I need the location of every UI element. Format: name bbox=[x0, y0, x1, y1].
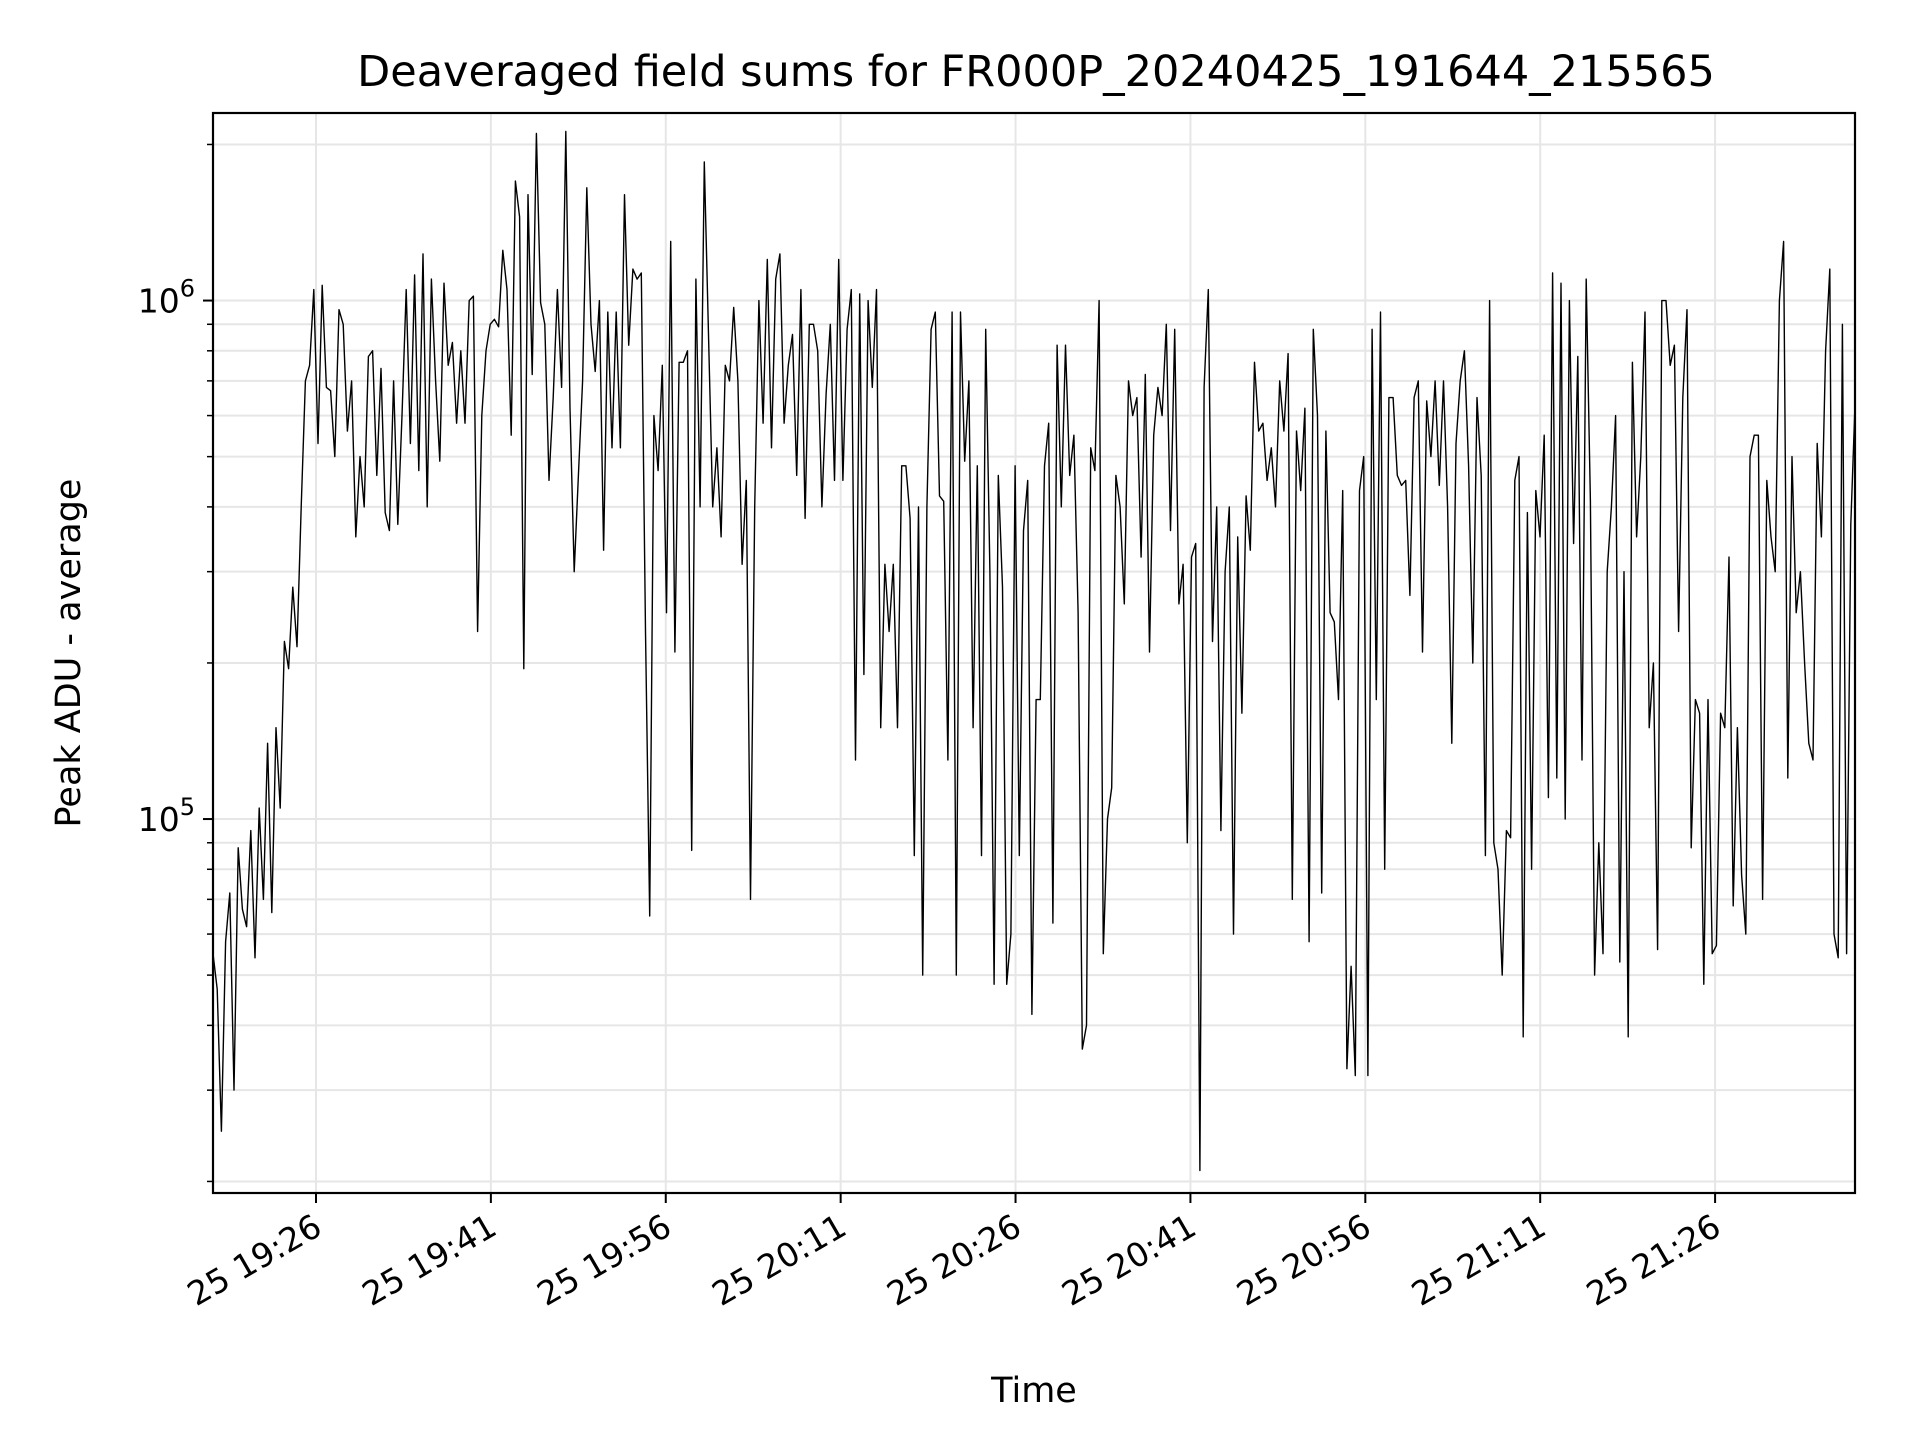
y-tick-label: 106 bbox=[138, 275, 195, 321]
x-axis-title: Time bbox=[990, 1371, 1077, 1411]
chart-title: Deaveraged field sums for FR000P_2024042… bbox=[357, 47, 1715, 97]
y-axis-title: Peak ADU - average bbox=[49, 479, 89, 828]
y-axis: 105 106 bbox=[138, 143, 213, 1183]
grid bbox=[213, 113, 1855, 1193]
plot-frame bbox=[211, 111, 1857, 1195]
y-tick-label: 105 bbox=[138, 793, 195, 839]
series-line bbox=[212, 130, 1856, 1172]
series-group bbox=[212, 130, 1856, 1172]
